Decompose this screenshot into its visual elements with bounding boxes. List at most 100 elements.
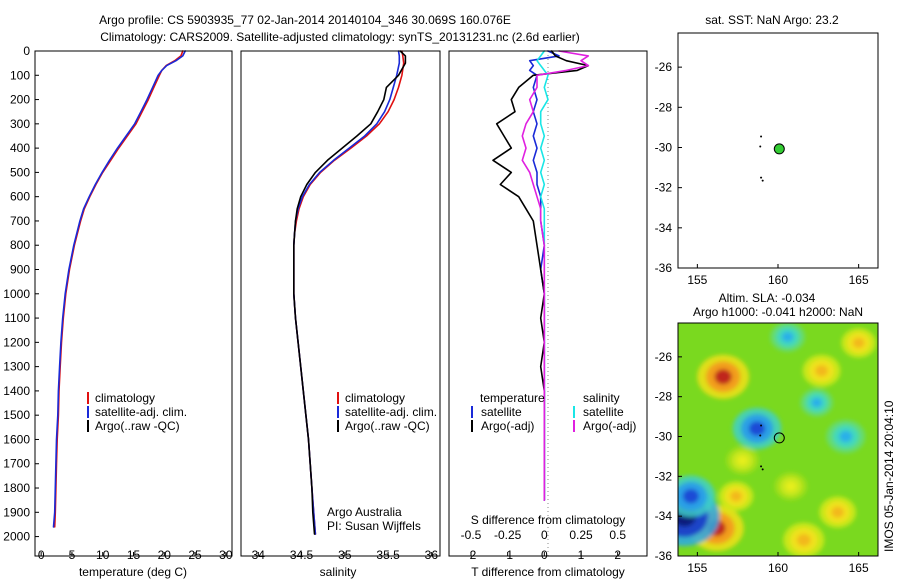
credit-line2: PI: Susan Wijffels [327, 519, 421, 533]
legend-label-temp-argo: Argo(-adj) [481, 419, 534, 433]
depth-tick-label: 900 [10, 263, 30, 277]
sla-map-x-ticks: 155 160 165 [687, 552, 869, 575]
salinity-xlabel: salinity [320, 565, 357, 579]
imos-watermark: IMOS 05-Jan-2014 20:04:10 [882, 400, 896, 552]
credit-line1: Argo Australia [327, 505, 402, 519]
sla-title-line2: Argo h1000: -0.041 h2000: NaN [693, 305, 863, 319]
sla-map-x-tick-label: 155 [687, 561, 707, 575]
temperature-x-tick-label: 15 [127, 548, 141, 562]
depth-tick-label: 800 [10, 238, 30, 252]
sla-map-y-tick-label: -28 [655, 390, 673, 404]
difference-curves [492, 50, 590, 502]
legend-label-sal-argo: Argo(-adj) [583, 419, 636, 433]
sla-map-y-tick-label: -34 [655, 509, 673, 523]
temperature-legend: climatology satellite-adj. clim. Argo(..… [87, 391, 187, 433]
series-line-satellite [52, 50, 186, 528]
salinity-legend: climatology satellite-adj. clim. Argo(..… [337, 391, 437, 433]
salinity-x-tick-label: 35.5 [376, 548, 400, 562]
temperature-curves [52, 50, 186, 528]
s-difference-label: S difference from climatology [471, 513, 626, 527]
sla-map-marks [759, 424, 785, 471]
sst-map-x-tick-label: 160 [768, 273, 788, 287]
sst-map-panel: sat. SST: NaN Argo: 23.2 -26 -28 -30 -32 -34… [655, 13, 879, 287]
difference-x-tick-label: 0 [541, 548, 548, 562]
track-point [760, 176, 763, 179]
track-point [759, 434, 762, 437]
track-point [761, 179, 764, 182]
salinity-difference-ticks: -0.5 -0.25 0 0.25 0.5 [461, 528, 627, 542]
sst-map-marks [759, 135, 785, 182]
sla-blob-core [748, 421, 766, 436]
depth-tick-label: 1700 [3, 457, 30, 471]
track-point [759, 145, 762, 148]
depth-axis: 0 100 200 300 400 500 600 700 800 900 1000 1100 1200… [3, 44, 39, 544]
temperature-x-tick-label: 0 [38, 548, 45, 562]
difference-legend: temperature satellite Argo(-adj) salinit… [471, 391, 636, 433]
sla-blob-core [852, 337, 865, 349]
track-point [760, 424, 763, 427]
difference-x-ticks: -2 -1 0 1 2 [466, 548, 622, 562]
sla-blob-core [831, 506, 844, 518]
sst-map-x-tick-label: 165 [849, 273, 869, 287]
salinity-curves [292, 50, 407, 535]
depth-tick-label: 100 [10, 68, 30, 82]
legend-label-temp-satellite: satellite [481, 405, 522, 419]
sla-blob-core [737, 455, 748, 466]
salinity-x-tick-label: 35 [338, 548, 352, 562]
sla-map-y-tick-label: -36 [655, 549, 673, 563]
sla-blob-core [730, 491, 742, 502]
legend-label-sal-satellite: satellite [583, 405, 624, 419]
temperature-panel: 0100200300400500600700800900100011001200… [3, 44, 233, 579]
sst-map-y-ticks: -26 -28 -30 -32 -34 -36 [655, 60, 682, 275]
depth-tick-label: 700 [10, 214, 30, 228]
temperature-x-tick-label: 5 [69, 548, 76, 562]
salinity-x-tick-label: 34 [252, 548, 266, 562]
temperature-x-tick-label: 10 [96, 548, 110, 562]
series-line-climatology [53, 50, 184, 528]
legend-title-salinity: salinity [583, 391, 620, 405]
sla-blob-core [796, 533, 811, 547]
sst-map-y-tick-label: -32 [655, 181, 673, 195]
salinity-x-ticks: 34 34.5 35 35.5 36 [252, 548, 439, 562]
depth-tick-label: 300 [10, 117, 30, 131]
sst-map-y-tick-label: -26 [655, 60, 673, 74]
figure-title-line2: Climatology: CARS2009. Satellite-adjuste… [100, 30, 580, 44]
salinity-x-tick-label: 34.5 [290, 548, 314, 562]
difference-x-tick-label: 2 [614, 548, 621, 562]
sst-map-y-tick-label: -30 [655, 140, 673, 154]
argo-location-dot [773, 143, 785, 155]
temperature-x-tick-label: 25 [188, 548, 202, 562]
difference-panel: -2 -1 0 1 2 -0.5 -0.25 0 0.25 0.5 S difference f… [448, 50, 648, 579]
salinity-plot-frame [240, 50, 441, 557]
series-line-sal-satellite [536, 50, 549, 502]
depth-tick-label: 2000 [3, 530, 30, 544]
track-point [761, 468, 764, 471]
depth-tick-label: 1300 [3, 360, 30, 374]
sla-blob-core [714, 369, 732, 385]
s-difference-tick-label: 0.5 [609, 528, 626, 542]
legend-label-climatology: climatology [345, 391, 405, 405]
s-difference-tick-label: 0 [541, 528, 548, 542]
sla-blob-core [785, 481, 797, 492]
depth-tick-label: 500 [10, 165, 30, 179]
depth-tick-label: 1100 [4, 311, 30, 325]
sst-map-title: sat. SST: NaN Argo: 23.2 [705, 13, 839, 27]
sst-map-x-tick-label: 155 [687, 273, 707, 287]
depth-tick-label: 200 [10, 93, 30, 107]
depth-tick-label: 1800 [3, 481, 30, 495]
argo-location-ring [773, 432, 785, 444]
sst-map-x-ticks: 155 160 165 [687, 264, 869, 287]
depth-tick-label: 600 [10, 190, 30, 204]
sla-blob-core [682, 489, 700, 504]
temperature-xlabel: temperature (deg C) [79, 565, 187, 579]
salinity-x-tick-label: 36 [425, 548, 439, 562]
t-difference-label: T difference from climatology [471, 565, 625, 579]
temperature-x-tick-label: 30 [219, 548, 233, 562]
sst-map-y-tick-label: -34 [655, 221, 673, 235]
series-line-sal-argo [521, 50, 590, 502]
sla-blob-core [811, 397, 823, 408]
legend-label-argo: Argo(..raw -QC) [95, 419, 180, 433]
legend-label-argo: Argo(..raw -QC) [345, 419, 430, 433]
sla-map-x-tick-label: 165 [849, 561, 869, 575]
